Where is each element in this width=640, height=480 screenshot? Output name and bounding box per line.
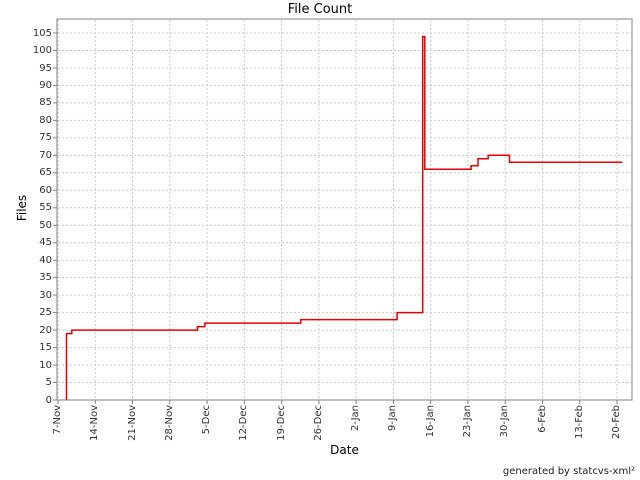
x-tick-label: 21-Nov: [126, 405, 138, 441]
x-tick-label: 9-Jan: [387, 405, 399, 431]
y-tick-label: 20: [39, 324, 52, 336]
x-tick-label: 23-Jan: [461, 405, 473, 438]
x-tick-label: 7-Nov: [52, 405, 63, 435]
x-tick-label: 14-Nov: [89, 405, 101, 441]
chart-title: File Count: [287, 2, 353, 17]
generator-credit: generated by statcvs-xml²: [502, 466, 635, 477]
x-tick-label: 12-Dec: [238, 405, 250, 441]
x-tick-label: 16-Jan: [424, 405, 436, 438]
y-tick-label: 45: [39, 237, 52, 249]
y-tick-label: 30: [39, 289, 52, 301]
y-tick-label: 35: [39, 272, 52, 284]
y-tick-label: 80: [39, 114, 52, 126]
y-tick-label: 25: [39, 307, 52, 319]
y-tick-label: 85: [39, 97, 52, 109]
y-tick-label: 60: [39, 184, 52, 196]
x-tick-label: 28-Nov: [163, 405, 175, 441]
y-tick-label: 65: [39, 167, 52, 179]
y-tick-label: 50: [39, 219, 52, 231]
y-tick-label: 70: [39, 149, 52, 161]
y-tick-label: 95: [39, 62, 52, 74]
y-tick-label: 40: [39, 254, 52, 266]
y-tick-label: 0: [45, 394, 52, 406]
x-axis-title: Date: [330, 443, 359, 457]
y-tick-label: 55: [39, 202, 52, 214]
y-tick-label: 90: [39, 79, 52, 91]
x-tick-label: 2-Jan: [350, 405, 362, 431]
y-tick-label: 5: [45, 377, 52, 388]
x-tick-label: 26-Dec: [312, 405, 324, 441]
x-tick-label: 13-Feb: [573, 405, 585, 440]
x-tick-label: 20-Feb: [611, 405, 622, 440]
series-line: [65, 35, 623, 400]
y-tick-label: 10: [39, 359, 52, 371]
y-tick-label: 75: [39, 132, 52, 144]
x-tick-label: 30-Jan: [499, 405, 511, 438]
x-tick-label: 5-Dec: [201, 405, 213, 435]
y-tick-label: 100: [32, 45, 52, 56]
y-tick-label: 15: [39, 342, 52, 354]
y-tick-label: 105: [32, 27, 52, 39]
x-tick-label: 19-Dec: [275, 405, 287, 441]
x-tick-label: 6-Feb: [536, 405, 548, 433]
plot-frame: [56, 18, 633, 401]
